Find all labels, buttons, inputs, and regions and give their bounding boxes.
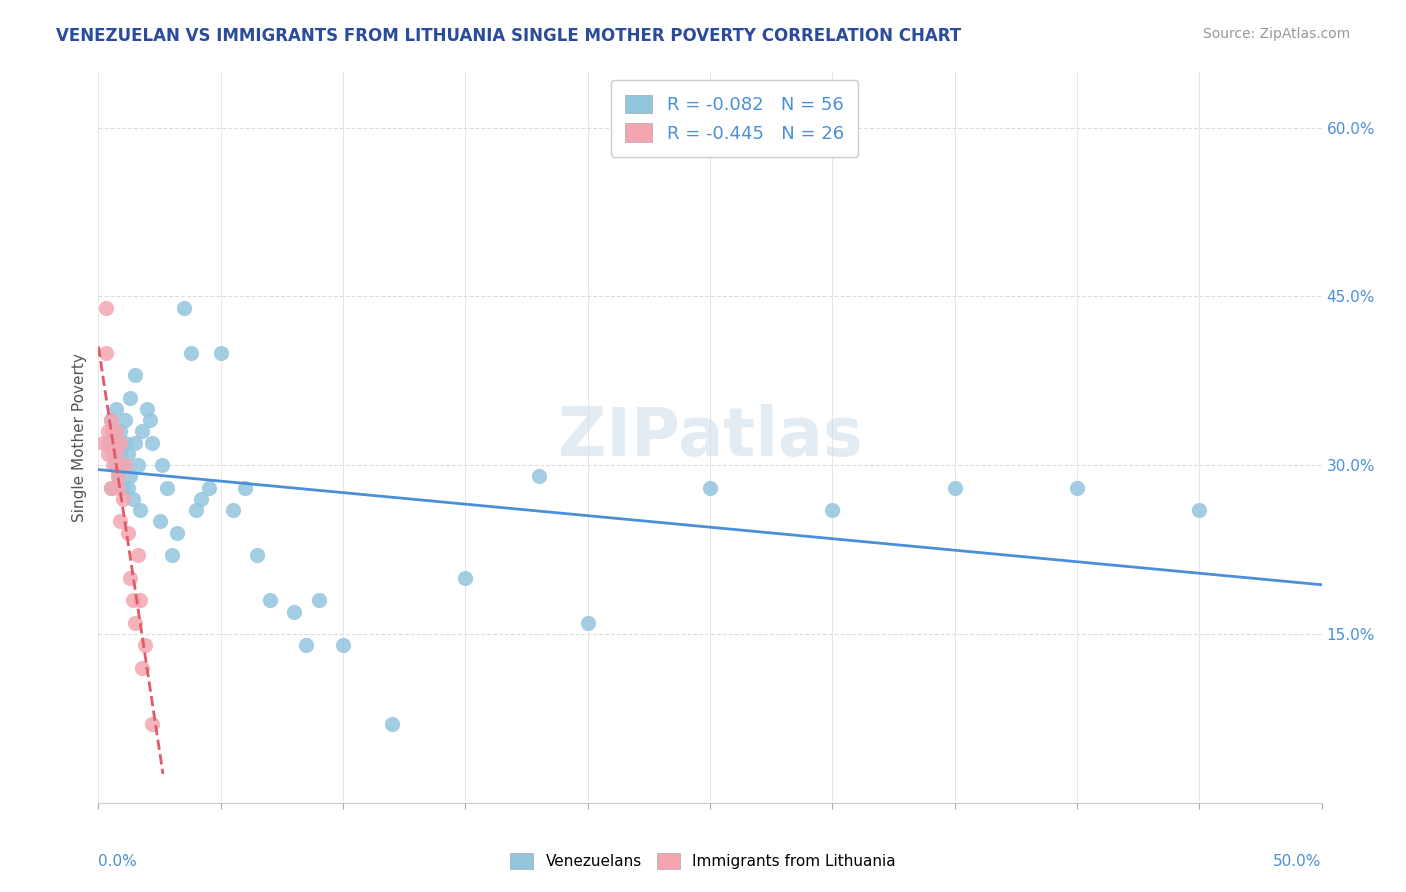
Point	[100, 413, 122, 427]
Point	[110, 425, 132, 439]
Text: VENEZUELAN VS IMMIGRANTS FROM LITHUANIA SINGLE MOTHER POVERTY CORRELATION CHART: VENEZUELAN VS IMMIGRANTS FROM LITHUANIA …	[56, 27, 962, 45]
Point	[104, 401, 127, 416]
Point	[259, 593, 281, 607]
Point	[120, 391, 142, 405]
Point	[121, 593, 143, 607]
Point	[149, 515, 172, 529]
Point	[332, 638, 354, 652]
Point	[114, 435, 136, 450]
Point	[97, 435, 120, 450]
Point	[94, 345, 117, 359]
Point	[209, 345, 232, 359]
Point	[156, 481, 179, 495]
Point	[131, 661, 153, 675]
Point	[97, 425, 120, 439]
Point	[104, 425, 127, 439]
Point	[104, 458, 127, 473]
Point	[124, 368, 146, 383]
Point	[110, 447, 132, 461]
Point	[120, 469, 142, 483]
Point	[141, 435, 163, 450]
Point	[107, 469, 129, 483]
Point	[127, 458, 149, 473]
Point	[1066, 481, 1088, 495]
Point	[100, 413, 122, 427]
Point	[120, 571, 142, 585]
Point	[295, 638, 318, 652]
Point	[222, 503, 245, 517]
Point	[139, 413, 162, 427]
Point	[141, 717, 163, 731]
Text: 50.0%: 50.0%	[1274, 854, 1322, 869]
Point	[91, 435, 114, 450]
Point	[127, 548, 149, 562]
Point	[129, 503, 152, 517]
Point	[111, 458, 134, 473]
Point	[166, 525, 188, 540]
Point	[283, 605, 305, 619]
Point	[111, 491, 134, 506]
Text: ZIPatlas: ZIPatlas	[558, 404, 862, 470]
Y-axis label: Single Mother Poverty: Single Mother Poverty	[72, 352, 87, 522]
Point	[94, 301, 117, 315]
Point	[101, 458, 124, 473]
Point	[131, 425, 153, 439]
Point	[107, 435, 129, 450]
Legend: R = -0.082   N = 56, R = -0.445   N = 26: R = -0.082 N = 56, R = -0.445 N = 26	[610, 80, 858, 157]
Point	[110, 515, 132, 529]
Point	[190, 491, 212, 506]
Point	[117, 447, 139, 461]
Point	[114, 458, 136, 473]
Point	[454, 571, 477, 585]
Point	[1188, 503, 1211, 517]
Point	[117, 481, 139, 495]
Point	[114, 413, 136, 427]
Point	[104, 447, 127, 461]
Point	[576, 615, 599, 630]
Point	[111, 481, 134, 495]
Point	[124, 615, 146, 630]
Legend: Venezuelans, Immigrants from Lithuania: Venezuelans, Immigrants from Lithuania	[505, 847, 901, 875]
Point	[246, 548, 269, 562]
Point	[97, 447, 120, 461]
Point	[160, 548, 183, 562]
Point	[136, 401, 159, 416]
Point	[180, 345, 202, 359]
Point	[821, 503, 844, 517]
Point	[110, 435, 132, 450]
Point	[129, 593, 152, 607]
Point	[124, 435, 146, 450]
Point	[197, 481, 219, 495]
Point	[100, 481, 122, 495]
Point	[107, 481, 129, 495]
Point	[121, 491, 143, 506]
Point	[943, 481, 966, 495]
Point	[150, 458, 173, 473]
Point	[101, 425, 124, 439]
Point	[101, 447, 124, 461]
Point	[107, 469, 129, 483]
Text: 0.0%: 0.0%	[98, 854, 138, 869]
Point	[100, 481, 122, 495]
Point	[101, 435, 124, 450]
Point	[186, 503, 208, 517]
Point	[699, 481, 721, 495]
Point	[117, 525, 139, 540]
Point	[308, 593, 330, 607]
Point	[527, 469, 550, 483]
Text: Source: ZipAtlas.com: Source: ZipAtlas.com	[1202, 27, 1350, 41]
Point	[233, 481, 256, 495]
Point	[134, 638, 156, 652]
Point	[173, 301, 195, 315]
Point	[381, 717, 404, 731]
